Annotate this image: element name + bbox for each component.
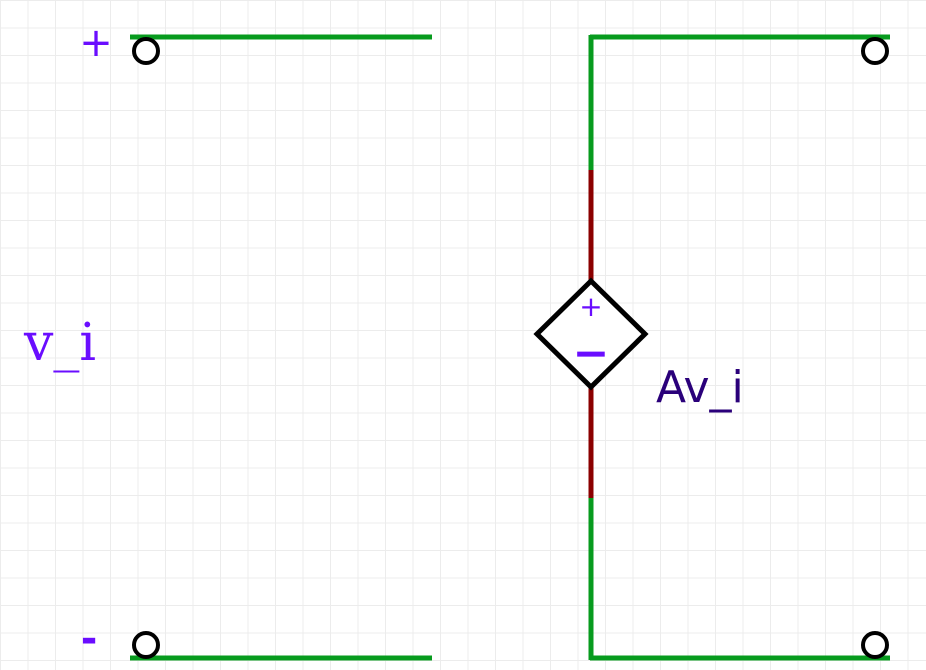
input-plus-terminal — [132, 37, 160, 65]
source-minus-sign: − — [573, 328, 610, 379]
gain-label: Av_i — [656, 362, 744, 413]
output-minus-terminal — [861, 631, 889, 659]
input-voltage-label: v_i — [23, 313, 96, 373]
input-minus-sign: - — [81, 616, 98, 662]
source-plus-sign: + — [579, 290, 602, 323]
input-plus-sign: + — [79, 20, 113, 66]
dependent-voltage-source — [533, 277, 649, 391]
input-minus-terminal — [132, 631, 160, 659]
output-plus-terminal — [861, 37, 889, 65]
